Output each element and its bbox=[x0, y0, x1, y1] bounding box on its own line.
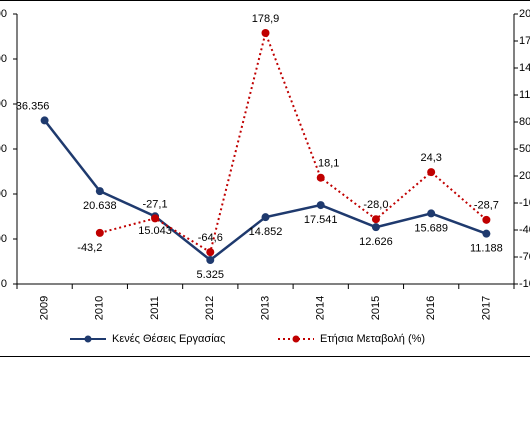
value-label: 14.852 bbox=[249, 226, 283, 238]
value-label: 24,3 bbox=[420, 152, 441, 164]
point bbox=[482, 229, 491, 238]
value-label: 18,1 bbox=[318, 158, 339, 170]
value-label: 15.689 bbox=[414, 222, 448, 234]
point bbox=[206, 248, 215, 257]
value-label: 20.638 bbox=[83, 200, 117, 212]
series-line bbox=[43, 119, 487, 262]
y2-tick-label: 50 bbox=[519, 143, 530, 155]
y2-tick-label: -100 bbox=[519, 278, 530, 290]
y-tick-label: 10.000 bbox=[0, 233, 7, 245]
point bbox=[316, 173, 325, 182]
y2-tick-label: 200 bbox=[519, 8, 530, 20]
x-tick-label: 2016 bbox=[425, 296, 437, 320]
point bbox=[95, 228, 104, 237]
y-tick-label: 0 bbox=[1, 278, 7, 290]
y-tick-label: 30.000 bbox=[0, 143, 7, 155]
y2-tick-label: 170 bbox=[519, 35, 530, 47]
point bbox=[427, 168, 436, 177]
y-tick-label: 60.000 bbox=[0, 8, 7, 20]
point bbox=[261, 28, 270, 37]
point bbox=[482, 215, 491, 224]
series-line bbox=[99, 29, 488, 254]
legend-marker bbox=[84, 335, 92, 343]
point bbox=[95, 187, 104, 196]
y2-tick-label: 80 bbox=[519, 116, 530, 128]
x-tick-label: 2013 bbox=[259, 296, 271, 320]
value-label: 11.188 bbox=[470, 243, 503, 255]
x-tick-label: 2010 bbox=[94, 296, 106, 320]
value-label: 5.325 bbox=[197, 269, 225, 281]
y2-tick-label: -70 bbox=[519, 251, 530, 263]
point bbox=[40, 116, 49, 125]
y-tick-label: 20.000 bbox=[0, 188, 7, 200]
y2-tick-label: -40 bbox=[519, 224, 530, 236]
point bbox=[151, 214, 160, 223]
y-tick-label: 50.000 bbox=[0, 53, 7, 65]
point bbox=[371, 215, 380, 224]
x-tick-label: 2009 bbox=[39, 296, 51, 320]
point bbox=[316, 201, 325, 210]
y2-tick-label: -10 bbox=[519, 197, 530, 209]
value-label: 178,9 bbox=[252, 13, 280, 25]
value-label: -64,6 bbox=[198, 232, 223, 244]
legend-label: Ετήσια Μεταβολή (%) bbox=[320, 333, 425, 345]
point bbox=[427, 209, 436, 218]
value-label: -28,0 bbox=[363, 199, 388, 211]
legend-marker bbox=[292, 335, 300, 343]
value-label: 15.043 bbox=[138, 225, 172, 237]
legend-label: Κενές Θέσεις Εργασίας bbox=[112, 333, 225, 345]
x-tick-label: 2011 bbox=[149, 296, 161, 320]
x-tick-label: 2014 bbox=[315, 296, 327, 320]
x-tick-label: 2017 bbox=[480, 296, 492, 320]
y-tick-label: 40.000 bbox=[0, 98, 7, 110]
value-label: -27,1 bbox=[143, 198, 168, 210]
value-label: 17.541 bbox=[304, 214, 338, 226]
point bbox=[206, 256, 215, 265]
y2-tick-label: 140 bbox=[519, 62, 530, 74]
point bbox=[261, 213, 270, 222]
x-tick-label: 2015 bbox=[370, 296, 382, 320]
point bbox=[371, 223, 380, 232]
value-label: -28,7 bbox=[474, 200, 499, 212]
y2-tick-label: 110 bbox=[519, 89, 530, 101]
value-label: -43,2 bbox=[77, 242, 102, 254]
value-label: 12.626 bbox=[359, 236, 393, 248]
value-label: 36.356 bbox=[16, 100, 50, 112]
x-tick-label: 2012 bbox=[204, 296, 216, 320]
y2-tick-label: 20 bbox=[519, 170, 530, 182]
